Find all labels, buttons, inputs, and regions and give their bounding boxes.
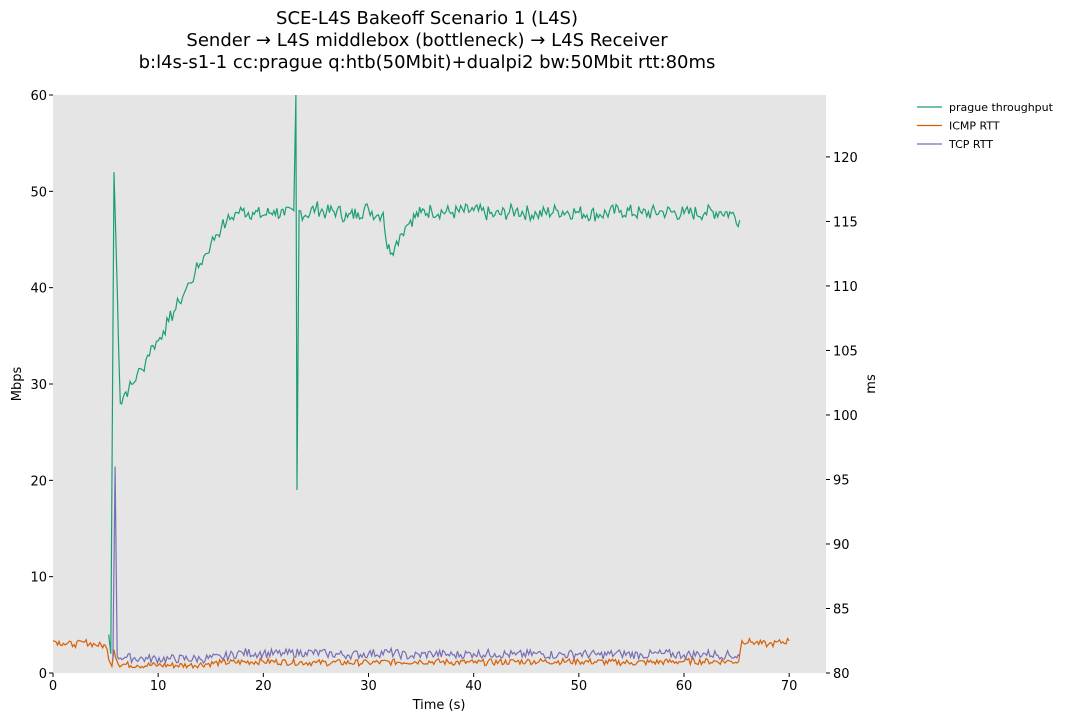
y2-tick-label: 100 (833, 409, 858, 424)
series-line-2 (112, 466, 741, 666)
x-tick-label: 0 (49, 679, 57, 694)
legend-label-1: ICMP RTT (949, 120, 1000, 133)
y-tick-label: 50 (30, 185, 47, 200)
y2-tick-label: 105 (833, 344, 858, 359)
series-line-0 (108, 94, 741, 654)
y-axis-label: Mbps (10, 367, 25, 402)
y2-tick-label: 120 (833, 151, 858, 166)
legend: prague throughput ICMP RTT TCP RTT (917, 101, 1054, 151)
x-tick-label: 60 (676, 679, 693, 694)
y2-tick-label: 110 (833, 280, 858, 295)
x-tick-label: 30 (360, 679, 377, 694)
y2-tick-label: 80 (833, 667, 850, 682)
y-tick-label: 10 (30, 571, 47, 586)
legend-label-2: TCP RTT (948, 138, 993, 151)
y-tick-label: 0 (39, 667, 47, 682)
x-tick-label: 70 (781, 679, 798, 694)
y2-tick-label: 115 (833, 215, 858, 230)
y-tick-label: 20 (30, 474, 47, 489)
y2-tick-label: 95 (833, 473, 850, 488)
plot-area (53, 95, 826, 673)
chart-subtitle-2: b:l4s-s1-1 cc:prague q:htb(50Mbit)+dualp… (138, 52, 716, 73)
y-axis-left: 0 10 20 30 40 50 60 (30, 89, 53, 682)
chart-subtitle: Sender → L4S middlebox (bottleneck) → L4… (186, 30, 668, 51)
series-line-1 (52, 637, 790, 670)
y2-tick-label: 85 (833, 602, 850, 617)
y-tick-label: 60 (30, 89, 47, 104)
y-tick-label: 40 (30, 282, 47, 297)
y-tick-label: 30 (30, 378, 47, 393)
y2-tick-label: 90 (833, 538, 850, 553)
x-axis-label: Time (s) (412, 698, 466, 713)
x-tick-label: 20 (255, 679, 272, 694)
legend-label-0: prague throughput (949, 101, 1054, 114)
x-tick-label: 50 (571, 679, 588, 694)
x-tick-label: 10 (150, 679, 167, 694)
x-tick-label: 40 (465, 679, 482, 694)
x-axis: 0 10 20 30 40 50 60 70 (49, 673, 798, 694)
chart-title: SCE-L4S Bakeoff Scenario 1 (L4S) (276, 8, 578, 29)
series-layer (52, 94, 790, 670)
y2-axis-label: ms (864, 374, 879, 394)
y-axis-right: 80 85 90 95 100 105 110 115 120 (826, 151, 858, 682)
